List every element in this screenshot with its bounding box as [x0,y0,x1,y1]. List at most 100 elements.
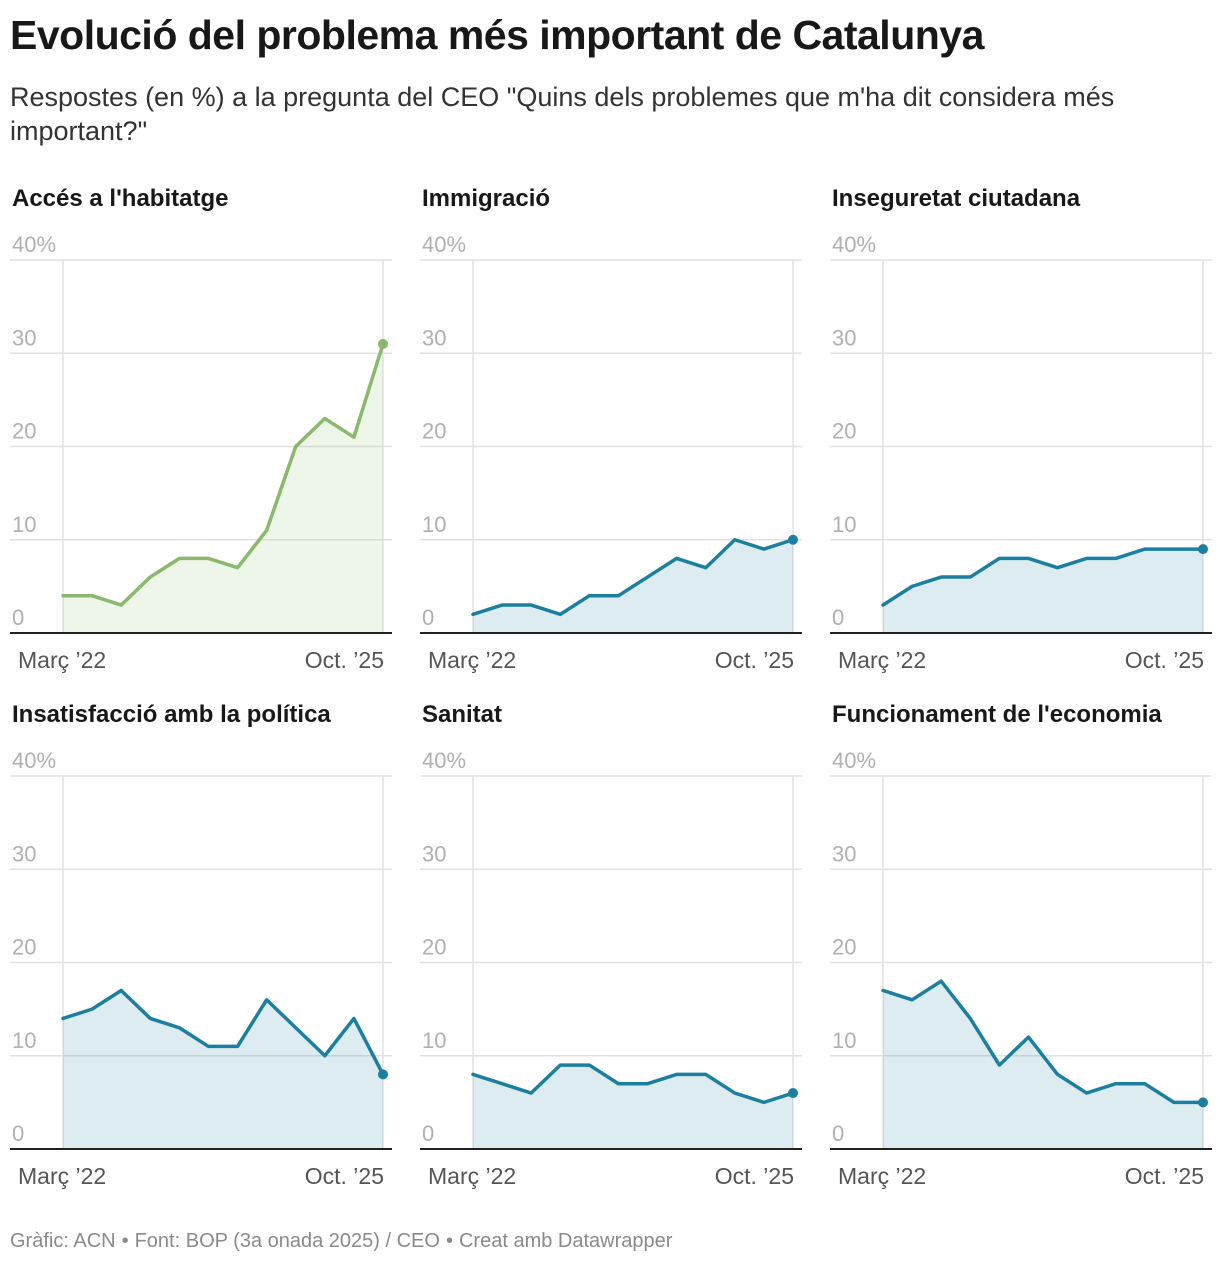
data-point [529,1091,533,1095]
chart-svg: 40% 30 20 10 0 Març ’22 Oct. ’25 [10,748,392,1189]
data-point [704,1072,708,1076]
series-line [881,547,1205,607]
x-tick-label-start: Març ’22 [428,1163,516,1189]
x-tick-label-end: Oct. ’25 [1125,647,1204,673]
end-point-dot [378,1069,388,1080]
data-point [352,1016,356,1020]
panel-title: Accés a l'habitatge [12,185,229,212]
area-fill [473,1065,793,1149]
chart-svg: 40% 30 20 10 0 Març ’22 Oct. ’25 [830,232,1212,673]
area-fill [63,990,383,1149]
x-tick-label-start: Març ’22 [428,647,516,673]
data-point [265,998,269,1002]
data-point [762,1100,766,1104]
panel-economia: 40% 30 20 10 0 Març ’22 Oct. ’25 Funcionament … [820,516,1220,1189]
chart-source: Font: BOP (3a onada 2025) / CEO [134,1230,440,1252]
data-point [1143,1082,1147,1086]
data-point [236,1044,240,1048]
chart-svg: 40% 30 20 10 0 Març ’22 Oct. ’25 [830,748,1212,1189]
data-point [558,1063,562,1067]
data-point [910,998,914,1002]
data-point [733,1091,737,1095]
data-point [1114,1082,1118,1086]
footer-separator: • [445,1230,453,1252]
data-point [471,1072,475,1076]
data-point [119,988,123,992]
y-tick-label: 0 [422,1121,434,1146]
end-point-dot [378,338,388,349]
panel-title: Sanitat [422,701,503,728]
area-fill [883,549,1203,633]
y-tick-label: 30 [832,841,856,866]
data-point [997,1063,1001,1067]
data-point [500,1082,504,1086]
x-tick-label-end: Oct. ’25 [305,1163,384,1189]
y-tick-label: 40% [422,748,466,773]
y-tick-label: 10 [832,512,856,537]
y-tick-label: 40% [832,748,876,773]
data-point [587,1063,591,1067]
data-point [968,1016,972,1020]
x-tick-label-start: Març ’22 [838,1163,926,1189]
data-point [1026,1035,1030,1039]
data-point [1056,1072,1060,1076]
data-point [939,979,943,983]
x-tick-label-start: Març ’22 [838,647,926,673]
y-tick-label: 40% [12,232,56,257]
series-line [61,342,385,607]
footer-separator: • [121,1230,129,1252]
chart-footer: Gràfic: ACN • Font: BOP (3a onada 2025) / … [10,1230,672,1253]
y-tick-label: 40% [12,748,56,773]
data-point [323,1054,327,1058]
data-point [90,1007,94,1011]
y-tick-label: 20 [422,935,446,960]
y-tick-label: 10 [422,1028,446,1053]
y-tick-label: 10 [12,1028,36,1053]
chart-svg: 40% 30 20 10 0 Març ’22 Oct. ’25 [420,748,802,1189]
y-tick-label: 10 [12,512,36,537]
data-point [206,1044,210,1048]
panel-habitatge: 40% 30 20 10 0 Març ’22 Oct. ’25 Accés a l'hab… [0,0,400,673]
panel-title: Inseguretat ciutadana [832,185,1081,212]
panel-immigracio: 40% 30 20 10 0 Març ’22 Oct. ’25 Immigració [410,0,810,673]
y-tick-label: 20 [832,935,856,960]
datawrapper-credit: Creat amb Datawrapper [458,1230,673,1252]
data-point [61,1016,65,1020]
y-tick-label: 10 [422,512,446,537]
y-tick-label: 20 [832,419,856,444]
y-tick-label: 0 [422,605,434,630]
y-tick-label: 20 [422,419,446,444]
panel-politica: 40% 30 20 10 0 Març ’22 Oct. ’25 Insatisfacció… [0,516,400,1189]
x-tick-label-end: Oct. ’25 [1125,1163,1204,1189]
y-tick-label: 30 [422,325,446,350]
x-tick-label-end: Oct. ’25 [715,1163,794,1189]
y-tick-label: 30 [422,841,446,866]
chart-credit: Gràfic: ACN [10,1230,116,1252]
end-point-dot [1198,1097,1208,1108]
chart-svg: 40% 30 20 10 0 Març ’22 Oct. ’25 [420,232,802,673]
y-tick-label: 40% [832,232,876,257]
data-point [881,988,885,992]
data-point [294,445,298,449]
y-tick-label: 30 [832,325,856,350]
end-point-dot [1198,544,1208,555]
data-point [616,1082,620,1086]
y-tick-label: 10 [832,1028,856,1053]
end-point-dot [788,1088,798,1099]
data-point [352,435,356,439]
area-fill [883,981,1203,1149]
y-tick-label: 40% [422,232,466,257]
x-tick-label-start: Març ’22 [18,1163,106,1189]
data-point [148,1016,152,1020]
x-tick-label-end: Oct. ’25 [305,647,384,673]
y-tick-label: 0 [12,1121,24,1146]
y-tick-label: 20 [12,419,36,444]
data-point [646,1082,650,1086]
y-tick-label: 0 [12,605,24,630]
panel-title: Immigració [422,185,551,212]
y-tick-label: 0 [832,605,844,630]
y-tick-label: 20 [12,935,36,960]
data-point [675,1072,679,1076]
y-tick-label: 0 [832,1121,844,1146]
